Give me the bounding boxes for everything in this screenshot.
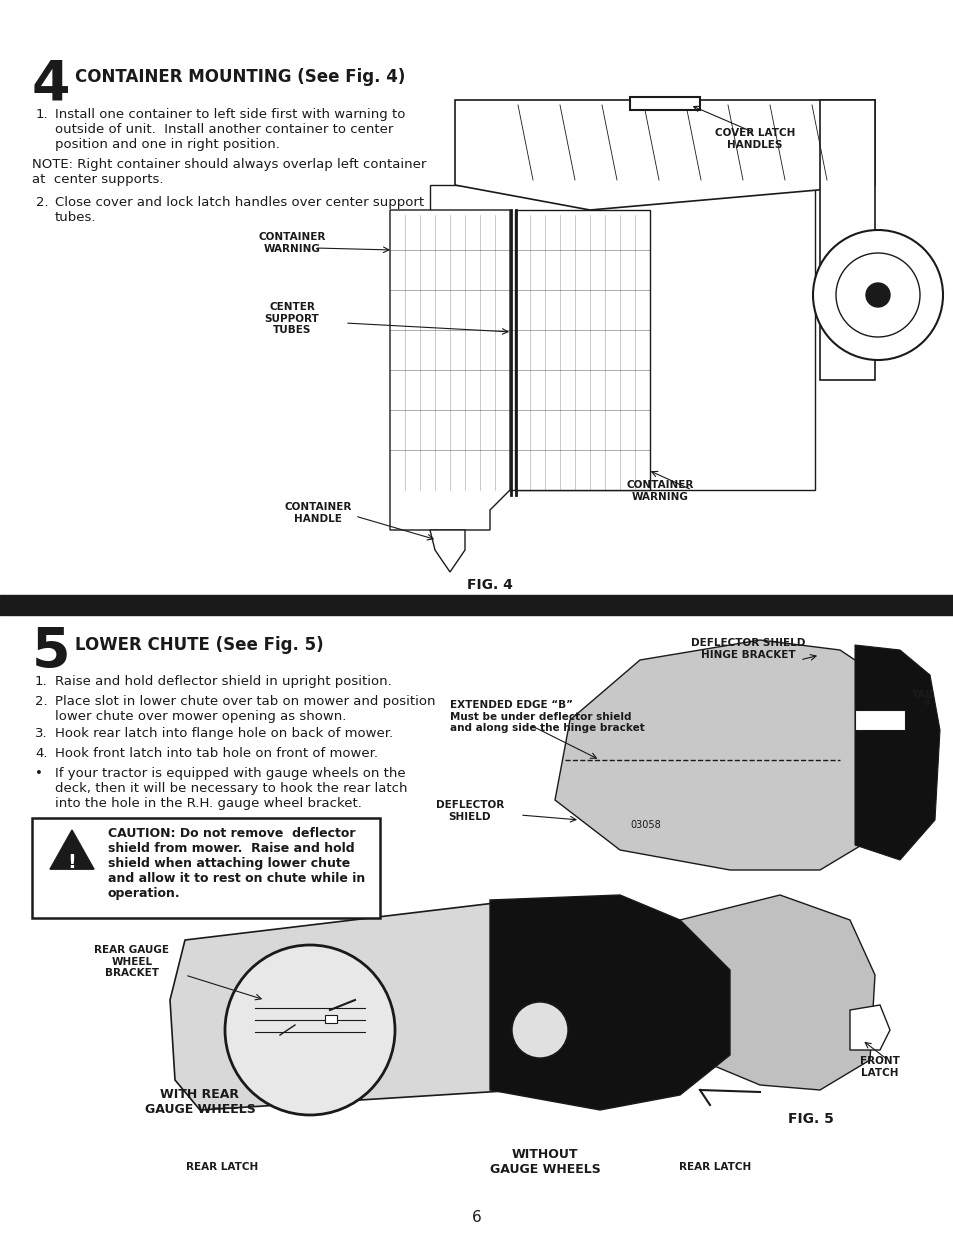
Text: 5: 5: [32, 625, 71, 679]
Text: DEFLECTOR
SHIELD: DEFLECTOR SHIELD: [436, 800, 503, 821]
Polygon shape: [849, 1005, 889, 1050]
Text: Hook rear latch into flange hole on back of mower.: Hook rear latch into flange hole on back…: [55, 727, 393, 740]
Text: REAR LATCH: REAR LATCH: [679, 1162, 750, 1172]
Polygon shape: [820, 100, 874, 380]
Polygon shape: [679, 895, 874, 1091]
Text: Raise and hold deflector shield in upright position.: Raise and hold deflector shield in uprig…: [55, 676, 392, 688]
Text: Close cover and lock latch handles over center support
tubes.: Close cover and lock latch handles over …: [55, 196, 424, 224]
Polygon shape: [170, 900, 559, 1110]
Text: WITH REAR
GAUGE WHEELS: WITH REAR GAUGE WHEELS: [145, 1088, 255, 1116]
Polygon shape: [455, 100, 874, 210]
Bar: [325, 1015, 336, 1023]
Text: CONTAINER
WARNING: CONTAINER WARNING: [626, 480, 693, 501]
Text: COVER LATCH
HANDLES: COVER LATCH HANDLES: [714, 128, 795, 149]
Text: NOTE: Right container should always overlap left container
at  center supports.: NOTE: Right container should always over…: [32, 158, 426, 186]
Polygon shape: [854, 645, 939, 860]
Text: CONTAINER MOUNTING (See Fig. 4): CONTAINER MOUNTING (See Fig. 4): [75, 68, 405, 86]
Text: WITHOUT
GAUGE WHEELS: WITHOUT GAUGE WHEELS: [489, 1149, 599, 1176]
Text: REAR GAUGE
WHEEL
BRACKET: REAR GAUGE WHEEL BRACKET: [94, 945, 170, 978]
Circle shape: [865, 283, 889, 308]
Text: FRONT
LATCH: FRONT LATCH: [860, 1056, 899, 1078]
Text: 4.: 4.: [35, 747, 48, 760]
Text: CONTAINER
HANDLE: CONTAINER HANDLE: [284, 501, 352, 524]
Circle shape: [835, 253, 919, 337]
Text: 6: 6: [472, 1210, 481, 1225]
Text: 1.: 1.: [35, 676, 48, 688]
Circle shape: [512, 1002, 567, 1058]
Text: DEFLECTOR SHIELD
HINGE BRACKET: DEFLECTOR SHIELD HINGE BRACKET: [690, 638, 804, 659]
Text: FIG. 5: FIG. 5: [787, 1112, 833, 1126]
Text: •: •: [35, 767, 43, 781]
Polygon shape: [629, 98, 700, 110]
Bar: [854, 710, 904, 730]
Text: 2.: 2.: [35, 695, 48, 708]
Text: If your tractor is equipped with gauge wheels on the
deck, then it will be neces: If your tractor is equipped with gauge w…: [55, 767, 407, 810]
Polygon shape: [50, 830, 94, 869]
Text: REAR LATCH: REAR LATCH: [186, 1162, 258, 1172]
Polygon shape: [555, 640, 869, 869]
Polygon shape: [490, 895, 729, 1110]
Text: 1.: 1.: [36, 107, 49, 121]
Circle shape: [812, 230, 942, 359]
Text: Place slot in lower chute over tab on mower and position
lower chute over mower : Place slot in lower chute over tab on mo…: [55, 695, 435, 722]
Text: FIG. 4: FIG. 4: [467, 578, 513, 592]
Text: 2.: 2.: [36, 196, 49, 209]
Text: .: .: [71, 873, 73, 883]
Circle shape: [225, 945, 395, 1115]
Text: Install one container to left side first with warning to
outside of unit.  Insta: Install one container to left side first…: [55, 107, 405, 151]
Text: TAB: TAB: [911, 690, 934, 700]
Polygon shape: [430, 530, 464, 572]
Polygon shape: [515, 210, 649, 490]
Text: CAUTION: Do not remove  deflector
shield from mower.  Raise and hold
shield when: CAUTION: Do not remove deflector shield …: [108, 827, 365, 900]
Bar: [32, 818, 379, 918]
Text: CONTAINER
WARNING: CONTAINER WARNING: [258, 232, 325, 253]
Bar: [0, 595, 953, 615]
Text: 03058: 03058: [629, 820, 660, 830]
Text: !: !: [68, 852, 76, 872]
Polygon shape: [390, 210, 510, 530]
Polygon shape: [430, 185, 814, 490]
Text: LOWER CHUTE (See Fig. 5): LOWER CHUTE (See Fig. 5): [75, 636, 323, 655]
Text: Hook front latch into tab hole on front of mower.: Hook front latch into tab hole on front …: [55, 747, 377, 760]
Text: 4: 4: [32, 58, 71, 112]
Text: EXTENDED EDGE “B”
Must be under deflector shield
and along side the hinge bracke: EXTENDED EDGE “B” Must be under deflecto…: [450, 700, 644, 734]
Text: 3.: 3.: [35, 727, 48, 740]
Text: CENTER
SUPPORT
TUBES: CENTER SUPPORT TUBES: [264, 303, 319, 335]
